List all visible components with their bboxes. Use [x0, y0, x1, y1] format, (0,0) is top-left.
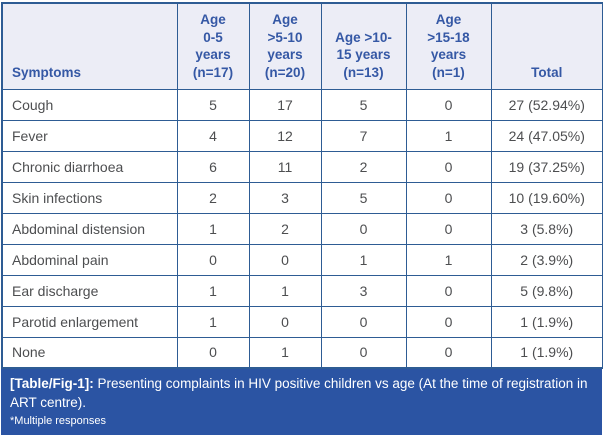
table-caption-text: Presenting complaints in HIV positive ch… — [10, 376, 588, 410]
value-cell: 2 — [320, 150, 407, 183]
symptom-cell: Fever — [1, 119, 178, 152]
value-cell: 1 — [320, 243, 407, 276]
table-row: Ear discharge 1 1 3 0 5 (9.8%) — [1, 274, 603, 307]
value-cell: 1 — [176, 274, 250, 307]
value-cell: 0 — [405, 150, 492, 183]
value-cell: 0 — [405, 181, 492, 214]
value-cell: 0 — [320, 336, 407, 369]
table-caption: [Table/Fig-1]: Presenting complaints in … — [10, 375, 593, 413]
value-cell: 6 — [176, 150, 250, 183]
value-cell: 4 — [176, 119, 250, 152]
column-header-total: Total — [490, 2, 603, 90]
column-header-age-5-10: Age >5-10 years (n=20) — [248, 2, 322, 90]
column-header-age-15-18: Age >15-18 years (n=1) — [405, 2, 492, 90]
value-cell: 1 — [248, 274, 322, 307]
value-cell: 1 — [405, 243, 492, 276]
value-cell: 12 — [248, 119, 322, 152]
value-cell: 0 — [320, 305, 407, 338]
symptom-cell: Parotid enlargement — [1, 305, 178, 338]
value-cell: 17 — [248, 88, 322, 121]
symptom-cell: Cough — [1, 88, 178, 121]
table-footnote: *Multiple responses — [10, 414, 106, 427]
value-cell: 5 — [320, 88, 407, 121]
value-cell: 19 (37.25%) — [490, 150, 603, 183]
value-cell: 1 — [176, 212, 250, 245]
value-cell: 0 — [248, 305, 322, 338]
value-cell: 10 (19.60%) — [490, 181, 603, 214]
symptom-cell: Abdominal distension — [1, 212, 178, 245]
value-cell: 11 — [248, 150, 322, 183]
value-cell: 0 — [405, 212, 492, 245]
value-cell: 1 — [248, 336, 322, 369]
value-cell: 3 (5.8%) — [490, 212, 603, 245]
table-row: Chronic diarrhoea 6 11 2 0 19 (37.25%) — [1, 150, 603, 183]
value-cell: 0 — [176, 243, 250, 276]
value-cell: 3 — [320, 274, 407, 307]
value-cell: 0 — [405, 305, 492, 338]
value-cell: 2 — [176, 181, 250, 214]
value-cell: 1 — [176, 305, 250, 338]
table-row: Abdominal distension 1 2 0 0 3 (5.8%) — [1, 212, 603, 245]
column-header-age-10-15: Age >10- 15 years (n=13) — [320, 2, 407, 90]
value-cell: 1 (1.9%) — [490, 305, 603, 338]
value-cell: 27 (52.94%) — [490, 88, 603, 121]
symptom-cell: None — [1, 336, 178, 369]
symptom-cell: Ear discharge — [1, 274, 178, 307]
value-cell: 24 (47.05%) — [490, 119, 603, 152]
value-cell: 5 — [320, 181, 407, 214]
table-header-row: Symptoms Age 0-5 years (n=17) Age >5-10 ye… — [1, 2, 603, 90]
value-cell: 0 — [248, 243, 322, 276]
column-header-symptoms: Symptoms — [1, 2, 178, 90]
table-row: Cough 5 17 5 0 27 (52.94%) — [1, 88, 603, 121]
value-cell: 5 — [176, 88, 250, 121]
table-caption-bar: [Table/Fig-1]: Presenting complaints in … — [1, 369, 602, 435]
value-cell: 2 — [248, 212, 322, 245]
symptom-cell: Abdominal pain — [1, 243, 178, 276]
table-row: None 0 1 0 0 1 (1.9%) — [1, 336, 603, 369]
value-cell: 2 (3.9%) — [490, 243, 603, 276]
symptom-cell: Skin infections — [1, 181, 178, 214]
table-caption-label: [Table/Fig-1]: — [10, 376, 94, 391]
value-cell: 0 — [405, 88, 492, 121]
column-header-age-0-5: Age 0-5 years (n=17) — [176, 2, 250, 90]
value-cell: 0 — [405, 336, 492, 369]
value-cell: 5 (9.8%) — [490, 274, 603, 307]
value-cell: 3 — [248, 181, 322, 214]
symptom-cell: Chronic diarrhoea — [1, 150, 178, 183]
symptoms-by-age-table: Symptoms Age 0-5 years (n=17) Age >5-10 ye… — [1, 2, 603, 369]
table-row: Fever 4 12 7 1 24 (47.05%) — [1, 119, 603, 152]
value-cell: 1 (1.9%) — [490, 336, 603, 369]
value-cell: 1 — [405, 119, 492, 152]
value-cell: 0 — [320, 212, 407, 245]
table-row: Abdominal pain 0 0 1 1 2 (3.9%) — [1, 243, 603, 276]
table-row: Skin infections 2 3 5 0 10 (19.60%) — [1, 181, 603, 214]
value-cell: 0 — [405, 274, 492, 307]
table-row: Parotid enlargement 1 0 0 0 1 (1.9%) — [1, 305, 603, 338]
value-cell: 0 — [176, 336, 250, 369]
value-cell: 7 — [320, 119, 407, 152]
